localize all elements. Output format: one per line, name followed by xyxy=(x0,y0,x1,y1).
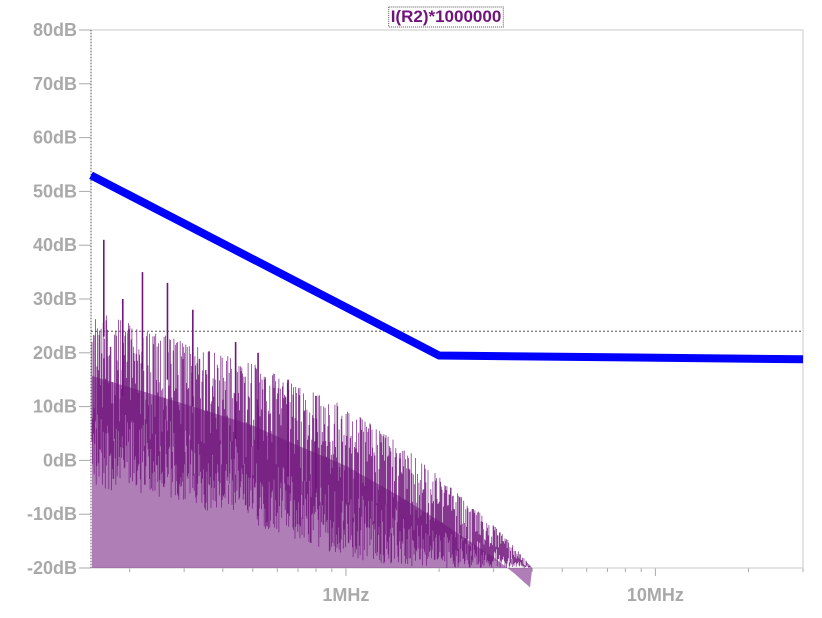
x-axis-ticks xyxy=(129,568,804,576)
x-tick-label: 10MHz xyxy=(627,585,684,605)
y-tick-label: -10dB xyxy=(27,504,77,524)
y-axis-labels: 80dB 70dB 60dB 50dB 40dB 30dB 20dB 10dB 0dB -10dB… xyxy=(27,20,77,578)
trace-title-box xyxy=(388,6,504,28)
y-tick-label: 70dB xyxy=(33,74,77,94)
y-tick-label: 50dB xyxy=(33,181,77,201)
y-axis-ticks xyxy=(79,29,91,569)
y-tick-label: 20dB xyxy=(33,343,77,363)
trace-title-text: I(R2)*1000000 xyxy=(391,7,502,26)
y-tick-label: 0dB xyxy=(43,450,77,470)
y-tick-label: 30dB xyxy=(33,289,77,309)
y-tick-label: 10dB xyxy=(33,397,77,417)
y-tick-label: -20dB xyxy=(27,558,77,578)
limit-line-series xyxy=(89,171,804,364)
trace-title[interactable]: I(R2)*1000000 xyxy=(388,6,504,28)
y-tick-label: 60dB xyxy=(33,128,77,148)
y-tick-label: 40dB xyxy=(33,235,77,255)
spectrum-core xyxy=(92,376,533,588)
x-tick-label: 1MHz xyxy=(322,585,369,605)
spectrum-series xyxy=(91,239,533,588)
y-tick-label: 80dB xyxy=(33,20,77,40)
x-axis-labels: 1MHz 10MHz xyxy=(322,585,683,605)
